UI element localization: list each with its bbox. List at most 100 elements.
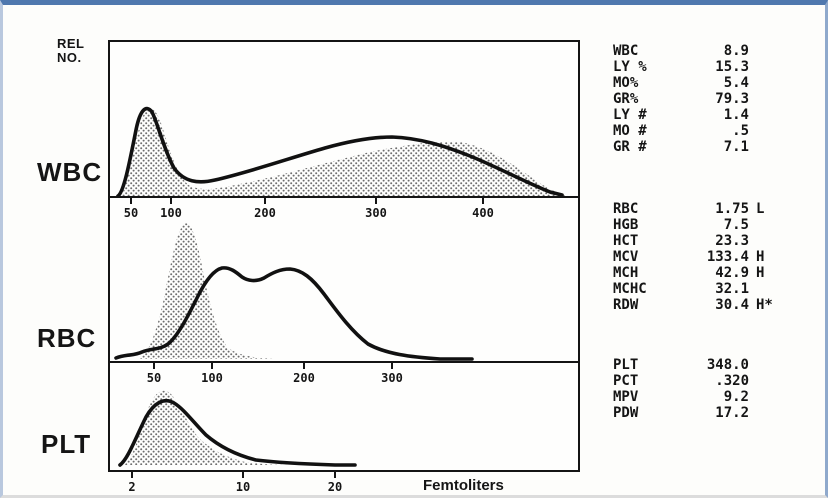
result-flag: H [756, 249, 765, 265]
result-value: 42.9 [715, 265, 749, 281]
result-flag: L [756, 201, 765, 217]
result-value: 23.3 [715, 233, 749, 249]
plt-tick-label-20: 20 [327, 480, 343, 494]
plt-tick-20 [334, 472, 336, 478]
result-flag [749, 281, 790, 297]
result-label: HGB [613, 217, 639, 233]
result-row: HGB 7.5 [613, 217, 813, 233]
plt-results-group: PLT 348.0 PCT .320 MPV 9.2 PDW 17.2 [613, 357, 813, 421]
result-flag [749, 405, 790, 421]
rbc-tick-50 [153, 363, 155, 369]
result-flag: H* [756, 297, 773, 313]
result-row: LY % 15.3 [613, 59, 813, 75]
rbc-tick-label-300: 300 [381, 371, 403, 385]
result-row: PLT 348.0 [613, 357, 813, 373]
plt-tick-label-10: 10 [235, 480, 251, 494]
rbc-tick-100 [211, 363, 213, 369]
wbc-panel-label: WBC [37, 157, 103, 187]
result-value: 348.0 [706, 357, 749, 373]
result-row: MCH 42.9 H [613, 265, 813, 281]
result-value: 1.75 [715, 201, 749, 217]
plt-tick-2 [131, 472, 133, 478]
result-value: .320 [715, 373, 749, 389]
result-label: HCT [613, 233, 639, 249]
wbc-tick-300 [375, 198, 377, 204]
result-label: PCT [613, 373, 639, 389]
rbc-tick-200 [303, 363, 305, 369]
result-label: RBC [613, 201, 639, 217]
result-value: 8.9 [723, 43, 749, 59]
result-flag [749, 43, 790, 59]
result-flag [749, 91, 790, 107]
result-row: HCT 23.3 [613, 233, 813, 249]
result-label: RDW [613, 297, 639, 313]
rel-no-label-line2: NO. [57, 50, 82, 65]
result-value: 133.4 [706, 249, 749, 265]
wbc-tick-50 [130, 198, 132, 204]
histogram-box: 50 100 200 300 400 50 100 200 300 [108, 40, 580, 472]
result-label: GR # [613, 139, 647, 155]
result-row: MPV 9.2 [613, 389, 813, 405]
result-row: PCT .320 [613, 373, 813, 389]
result-row: RDW 30.4 H* [613, 297, 813, 313]
rbc-reference-curve [138, 223, 310, 359]
wbc-tick-label-50: 50 [123, 206, 139, 220]
result-flag [749, 123, 790, 139]
result-row: GR # 7.1 [613, 139, 813, 155]
plt-histogram [118, 390, 357, 467]
wbc-tick-label-300: 300 [365, 206, 387, 220]
wbc-histogram [116, 106, 568, 198]
result-flag [749, 75, 790, 91]
rbc-histogram [114, 223, 474, 361]
result-label: LY # [613, 107, 647, 123]
result-flag [749, 59, 790, 75]
result-value: 5.4 [723, 75, 749, 91]
result-row: WBC 8.9 [613, 43, 813, 59]
rbc-tick-label-100: 100 [201, 371, 223, 385]
result-flag [749, 107, 790, 123]
result-value: 9.2 [723, 389, 749, 405]
rbc-panel-label: RBC [37, 323, 97, 353]
rel-no-label-line1: REL [57, 36, 85, 51]
wbc-results-group: WBC 8.9 LY % 15.3 MO% 5.4 GR% 79.3 LY # 1.4 M… [613, 43, 813, 155]
result-flag [749, 217, 790, 233]
result-label: MCHC [613, 281, 647, 297]
result-value: 15.3 [715, 59, 749, 75]
rbc-patient-curve [114, 266, 474, 361]
rbc-tick-label-200: 200 [293, 371, 315, 385]
plt-panel-label: PLT [41, 429, 92, 459]
rbc-results-group: RBC 1.75 L HGB 7.5 HCT 23.3 MCV 133.4 H MCH 42.… [613, 201, 813, 313]
result-flag [749, 389, 790, 405]
result-value: 7.1 [723, 139, 749, 155]
wbc-tick-label-100: 100 [160, 206, 182, 220]
rbc-axis-line [110, 361, 578, 363]
result-value: 17.2 [715, 405, 749, 421]
result-flag [749, 357, 790, 373]
result-label: MO # [613, 123, 647, 139]
plt-tick-10 [242, 472, 244, 478]
result-label: GR% [613, 91, 639, 107]
wbc-tick-100 [170, 198, 172, 204]
result-row: GR% 79.3 [613, 91, 813, 107]
result-row: MCHC 32.1 [613, 281, 813, 297]
result-label: PDW [613, 405, 639, 421]
plt-patient-curve [118, 398, 357, 467]
result-label: PLT [613, 357, 639, 373]
rbc-tick-label-50: 50 [146, 371, 162, 385]
result-label: WBC [613, 43, 639, 59]
wbc-tick-400 [482, 198, 484, 204]
result-flag: H [756, 265, 765, 281]
x-axis-unit-label: Femtoliters [423, 477, 504, 494]
result-value: 30.4 [715, 297, 749, 313]
wbc-axis-line [110, 196, 578, 198]
result-row: MO% 5.4 [613, 75, 813, 91]
result-row: MCV 133.4 H [613, 249, 813, 265]
result-label: MCH [613, 265, 639, 281]
result-label: MPV [613, 389, 639, 405]
result-flag [749, 373, 790, 389]
result-value: 7.5 [723, 217, 749, 233]
result-row: RBC 1.75 L [613, 201, 813, 217]
wbc-tick-label-200: 200 [254, 206, 276, 220]
result-label: LY % [613, 59, 647, 75]
